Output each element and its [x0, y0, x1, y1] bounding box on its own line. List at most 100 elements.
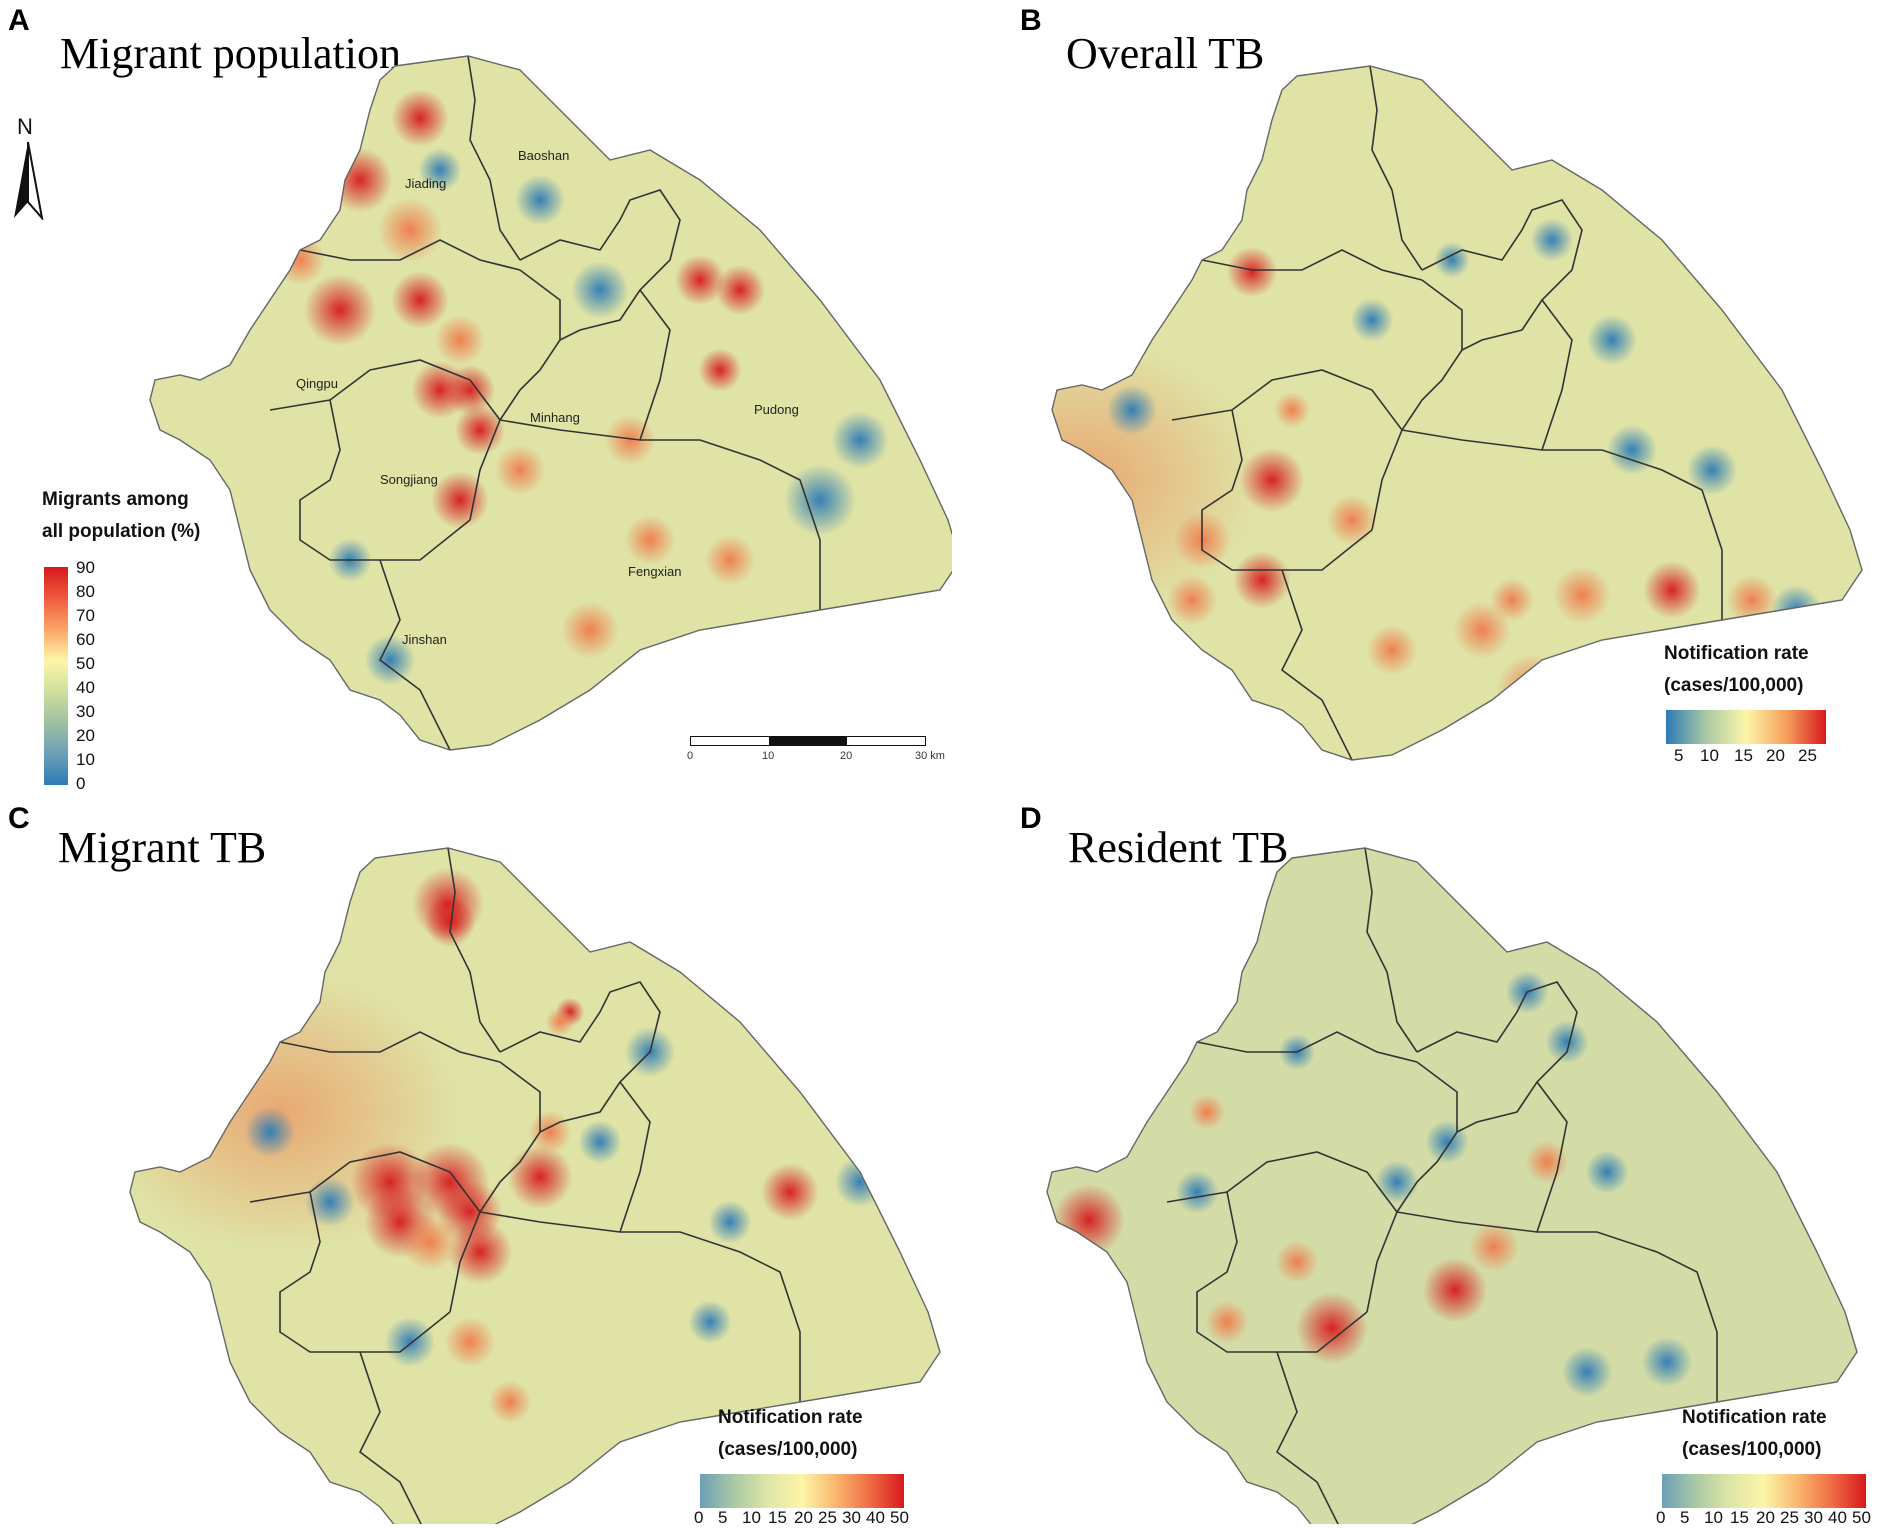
legend-tick: 15	[1730, 1508, 1749, 1527]
district-border	[479, 1211, 801, 1402]
map-geometry	[1046, 847, 1858, 1524]
legend-tick: 40	[76, 678, 95, 697]
heat-spot	[454, 404, 506, 456]
heat-spot	[545, 1007, 575, 1037]
legend-title-line1: Migrants among	[42, 489, 189, 510]
heat-spot	[1643, 561, 1701, 619]
legend-tick: 15	[1734, 746, 1753, 765]
heat-spot	[1468, 1221, 1520, 1273]
legend-colorbar	[44, 567, 68, 785]
heat-spot	[1496, 654, 1568, 726]
heat-spots	[1053, 970, 1693, 1398]
panel-b-overall-tb: B Overall TB Notification rate (cases/10…	[952, 0, 1904, 765]
heat-spot	[1350, 298, 1394, 342]
heat-spot	[377, 197, 443, 263]
heat-spot	[384, 1316, 436, 1368]
heat-spot	[1422, 1257, 1488, 1323]
heat-spot	[444, 364, 496, 416]
choropleth-map	[149, 55, 952, 751]
district-label-baoshan: Baoshan	[518, 148, 570, 163]
district-border	[1421, 199, 1583, 351]
heat-spot	[1366, 624, 1418, 676]
heat-spot	[698, 348, 742, 392]
legend-title-line2: all population (%)	[42, 521, 201, 542]
district-border	[249, 1151, 481, 1213]
legend-tick: 10	[76, 750, 95, 769]
heat-spot	[1239, 447, 1305, 513]
heat-spot	[784, 464, 856, 536]
district-border	[1364, 847, 1418, 1053]
panel-d-resident-tb: D Resident TB Notification rate (cases/1…	[952, 762, 1904, 1527]
panel-title: Migrant TB	[58, 823, 267, 872]
heat-spot	[1453, 601, 1511, 659]
panel-letter: B	[1020, 4, 1042, 37]
legend-tick: 30	[76, 702, 95, 721]
scale-bar	[690, 736, 926, 746]
legend-tick: 20	[76, 726, 95, 745]
legend-tick: 20	[794, 1508, 813, 1527]
district-border	[279, 1031, 501, 1063]
panel-title: Resident TB	[1068, 823, 1289, 872]
scale-label: 10	[762, 750, 775, 762]
legend-tick: 40	[1828, 1508, 1847, 1527]
legend-tick: 20	[1756, 1508, 1775, 1527]
panel-a-migrant-population: A Migrant population N Migrants among al…	[0, 0, 952, 793]
heat-spot	[1606, 424, 1658, 476]
heat-spot	[1545, 1020, 1589, 1064]
panel-title: Migrant population	[60, 29, 401, 78]
district-border	[1401, 429, 1723, 620]
heat-spot	[1425, 1120, 1469, 1164]
heat-spot	[444, 1316, 496, 1368]
district-border	[279, 1191, 451, 1353]
district-border	[447, 847, 501, 1053]
heat-spot	[434, 314, 486, 366]
district-border	[639, 289, 671, 441]
district-label-minhang: Minhang	[530, 410, 580, 425]
heat-spot	[1586, 314, 1638, 366]
legend-title-line2: (cases/100,000)	[1664, 675, 1804, 696]
legend-tick: 50	[890, 1508, 909, 1527]
heat-spot	[1296, 1292, 1368, 1364]
heat-spot	[1275, 1240, 1319, 1284]
district-border	[1171, 369, 1403, 431]
legend-tick: 0	[76, 774, 86, 793]
legend-tick: 5	[1680, 1508, 1690, 1527]
legend-tick: 25	[1798, 746, 1817, 765]
heat-spot	[1326, 494, 1378, 546]
heat-spot	[1106, 384, 1158, 436]
choropleth-map	[1046, 847, 1858, 1524]
heat-spot	[391, 271, 449, 329]
north-arrow-icon	[14, 141, 44, 220]
district-border	[1369, 65, 1423, 271]
heat-spot	[1175, 1170, 1219, 1214]
heat-spot	[488, 1380, 532, 1424]
heat-spot	[1530, 218, 1574, 262]
heat-spot	[831, 411, 889, 469]
heat-spot	[561, 601, 619, 659]
heat-spot	[1641, 1336, 1693, 1388]
district-border	[1280, 569, 1353, 761]
heat-spot	[604, 414, 656, 466]
legend-title-line2: (cases/100,000)	[1682, 1439, 1822, 1460]
legend-title-line1: Notification rate	[1664, 643, 1809, 664]
legend-tick: 60	[76, 630, 95, 649]
heat-spot	[304, 1176, 356, 1228]
legend-tick: 50	[1852, 1508, 1871, 1527]
heat-spot	[494, 444, 546, 496]
legend-tick: 30	[842, 1508, 861, 1527]
legend-tick: 5	[1674, 746, 1684, 765]
panel-letter: A	[8, 4, 30, 37]
heat-spot	[1525, 1140, 1569, 1184]
district-border	[1366, 1061, 1458, 1313]
heat-spot	[391, 89, 449, 147]
heat-spot	[1561, 1346, 1613, 1398]
legend-tick: 15	[768, 1508, 787, 1527]
heat-spot	[708, 1200, 752, 1244]
district-border	[299, 399, 471, 561]
heat-spot	[364, 634, 416, 686]
choropleth-map	[1051, 65, 1863, 761]
district-border	[469, 269, 561, 521]
district-border	[1166, 1151, 1398, 1213]
scale-label: 30 km	[915, 750, 945, 762]
heat-spot	[714, 264, 766, 316]
